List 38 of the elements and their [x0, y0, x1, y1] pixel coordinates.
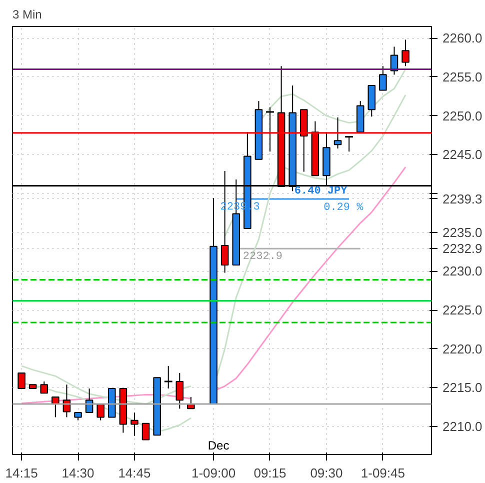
candlestick	[96, 404, 104, 421]
y-tick-label: 2225.0	[442, 302, 482, 318]
annotation: Dec	[208, 438, 230, 452]
annotation: 2232.9	[242, 250, 283, 263]
chart-title: 3 Min	[12, 8, 42, 22]
candlestick	[130, 412, 138, 436]
y-tick-label: 2220.0	[442, 341, 482, 356]
y-tick-label: 2255.0	[442, 69, 482, 84]
x-tick-label: 14:30	[62, 466, 94, 480]
x-tick-label: 09:30	[310, 466, 343, 480]
x-tick-label: 14:15	[5, 466, 38, 480]
y-tick-label: 2230.0	[442, 264, 482, 279]
annotation: 6.40 JPY	[294, 185, 348, 198]
candlestick	[176, 372, 184, 410]
y-tick-label: 2215.0	[442, 380, 482, 396]
candlestick	[334, 116, 342, 149]
candlestick	[18, 372, 26, 389]
y-tick-label: 2232.9	[442, 241, 482, 256]
candlestick	[402, 39, 410, 67]
x-tick-label: 09:15	[254, 466, 286, 480]
y-tick-label: 2235.0	[442, 224, 482, 240]
y-tick-label: 2260.0	[442, 30, 482, 46]
y-tick-label: 2210.0	[442, 419, 482, 434]
candlestick	[52, 396, 60, 418]
y-tick-label: 2245.0	[442, 147, 482, 162]
candlestick	[344, 136, 354, 152]
x-tick-label: 1-09:00	[191, 466, 236, 480]
candlestick	[142, 422, 150, 440]
candlestick	[164, 365, 174, 389]
x-tick-label: 1-09:45	[360, 466, 405, 480]
x-tick-label: 14:45	[118, 466, 151, 480]
y-tick-label: 2250.0	[442, 108, 482, 124]
candlestick	[40, 380, 48, 394]
annotation: 0.29 %	[324, 202, 364, 214]
candlestick	[265, 106, 275, 152]
candlestick	[379, 66, 387, 91]
candlestick	[390, 46, 398, 76]
y-tick-label: 2239.3	[442, 191, 482, 206]
